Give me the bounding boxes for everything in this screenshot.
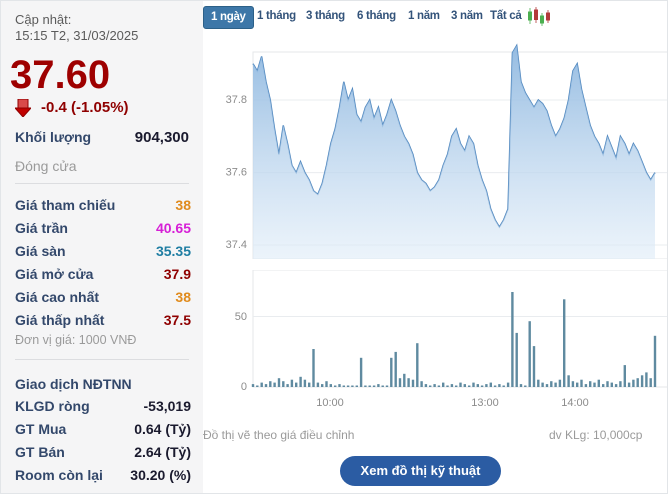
svg-text:13:00: 13:00 — [471, 397, 499, 409]
svg-text:14:00: 14:00 — [561, 397, 589, 409]
svg-text:37.8: 37.8 — [226, 94, 247, 106]
svg-text:37.6: 37.6 — [226, 167, 247, 179]
svg-text:0: 0 — [241, 381, 247, 391]
svg-text:50: 50 — [235, 311, 247, 323]
svg-text:37.4: 37.4 — [226, 239, 247, 251]
svg-text:10:00: 10:00 — [316, 397, 344, 409]
